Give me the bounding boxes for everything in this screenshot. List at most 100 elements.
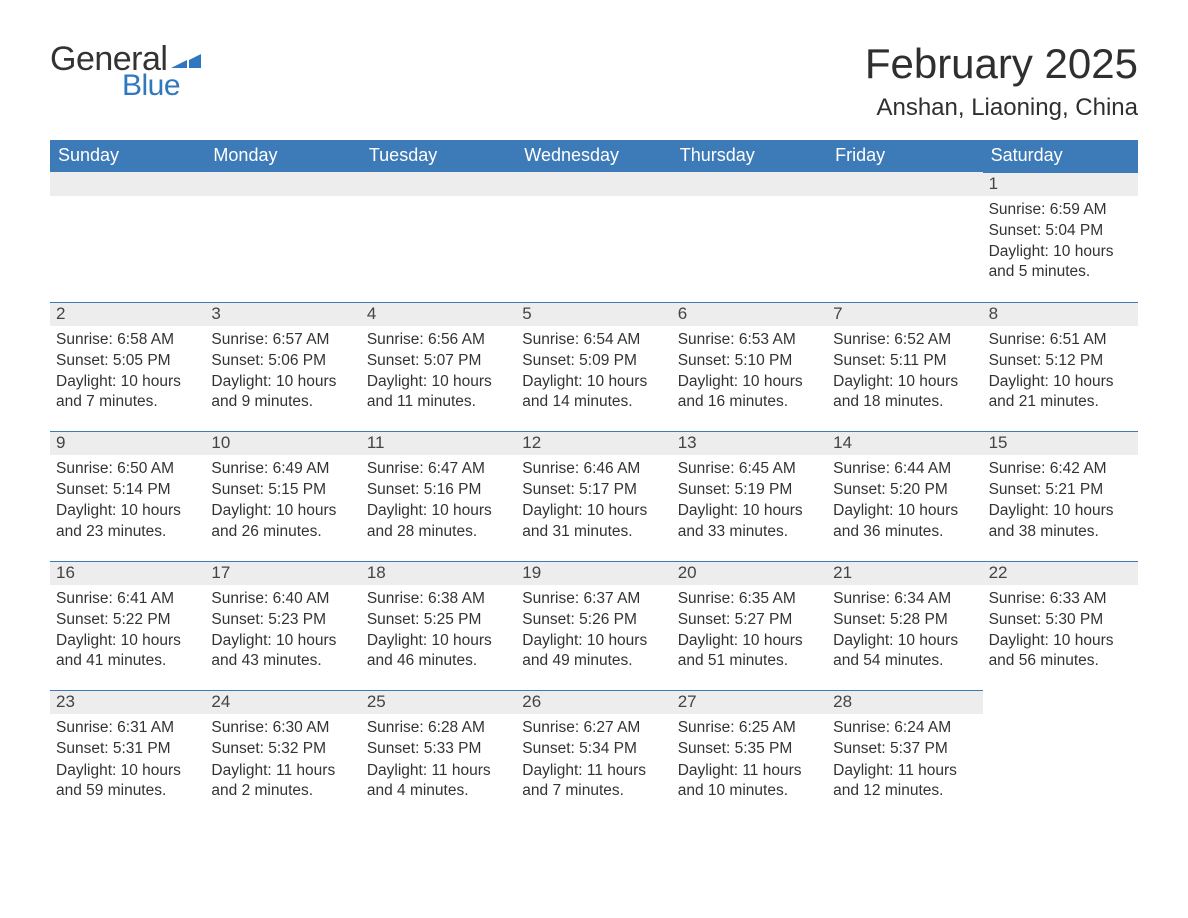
day-details: Sunrise: 6:57 AMSunset: 5:06 PMDaylight:… [205,330,360,413]
week-row: 1 Sunrise: 6:59 AMSunset: 5:04 PMDaylight… [50,172,1138,302]
daylight-text: Daylight: 10 hours and 49 minutes. [522,631,665,671]
sunrise-text: Sunrise: 6:59 AM [989,200,1132,220]
daylight-text: Daylight: 10 hours and 41 minutes. [56,631,199,671]
day-number: 20 [672,561,827,585]
daylight-text: Daylight: 10 hours and 54 minutes. [833,631,976,671]
day-cell: 18Sunrise: 6:38 AMSunset: 5:25 PMDayligh… [361,561,516,691]
day-details: Sunrise: 6:28 AMSunset: 5:33 PMDaylight:… [361,718,516,801]
daylight-text: Daylight: 11 hours and 2 minutes. [211,761,354,801]
day-cell: 11Sunrise: 6:47 AMSunset: 5:16 PMDayligh… [361,431,516,561]
sunrise-text: Sunrise: 6:27 AM [522,718,665,738]
sunrise-text: Sunrise: 6:30 AM [211,718,354,738]
day-cell: 25Sunrise: 6:28 AMSunset: 5:33 PMDayligh… [361,690,516,820]
day-cell: 10 Sunrise: 6:49 AMSunset: 5:15 PMDayligh… [205,431,360,561]
weekday-header: Sunday [50,140,205,172]
day-number: 28 [827,690,982,714]
sunset-text: Sunset: 5:20 PM [833,480,976,500]
sunrise-text: Sunrise: 6:42 AM [989,459,1132,479]
day-cell: 1 Sunrise: 6:59 AMSunset: 5:04 PMDaylight… [983,172,1138,302]
daylight-text: Daylight: 10 hours and 14 minutes. [522,372,665,412]
daylight-text: Daylight: 11 hours and 4 minutes. [367,761,510,801]
day-number: 8 [983,302,1138,326]
day-details: Sunrise: 6:27 AMSunset: 5:34 PMDaylight:… [516,718,671,801]
day-details: Sunrise: 6:35 AMSunset: 5:27 PMDaylight:… [672,589,827,672]
day-cell: 22 Sunrise: 6:33 AMSunset: 5:30 PMDayligh… [983,561,1138,691]
daylight-text: Daylight: 10 hours and 31 minutes. [522,501,665,541]
daylight-text: Daylight: 10 hours and 51 minutes. [678,631,821,671]
day-number: 19 [516,561,671,585]
daylight-text: Daylight: 10 hours and 16 minutes. [678,372,821,412]
weekday-header: Saturday [983,140,1138,172]
day-number: 4 [361,302,516,326]
sunrise-text: Sunrise: 6:31 AM [56,718,199,738]
month-title: February 2025 [865,40,1138,88]
daylight-text: Daylight: 11 hours and 10 minutes. [678,761,821,801]
logo-text-blue: Blue [122,69,180,103]
sunrise-text: Sunrise: 6:53 AM [678,330,821,350]
sunset-text: Sunset: 5:26 PM [522,610,665,630]
day-number: 14 [827,431,982,455]
day-details: Sunrise: 6:51 AMSunset: 5:12 PMDaylight:… [983,330,1138,413]
sunrise-text: Sunrise: 6:38 AM [367,589,510,609]
day-details: Sunrise: 6:59 AMSunset: 5:04 PMDaylight:… [983,200,1138,283]
day-number: 21 [827,561,982,585]
weekday-header: Tuesday [361,140,516,172]
day-details: Sunrise: 6:30 AMSunset: 5:32 PMDaylight:… [205,718,360,801]
day-number [205,172,360,196]
day-cell: 15Sunrise: 6:42 AMSunset: 5:21 PMDayligh… [983,431,1138,561]
day-cell: 6Sunrise: 6:53 AMSunset: 5:10 PMDaylight… [672,302,827,432]
sunset-text: Sunset: 5:35 PM [678,739,821,759]
day-cell: 4 Sunrise: 6:56 AMSunset: 5:07 PMDaylight… [361,302,516,432]
daylight-text: Daylight: 10 hours and 5 minutes. [989,242,1132,282]
sunrise-text: Sunrise: 6:37 AM [522,589,665,609]
weeks-container: 1Sunrise: 6:59 AMSunset: 5:04 PMDaylight… [50,172,1138,820]
daylight-text: Daylight: 10 hours and 7 minutes. [56,372,199,412]
sunset-text: Sunset: 5:10 PM [678,351,821,371]
day-details: Sunrise: 6:42 AMSunset: 5:21 PMDaylight:… [983,459,1138,542]
day-details: Sunrise: 6:33 AMSunset: 5:30 PMDaylight:… [983,589,1138,672]
day-cell [672,172,827,302]
sunrise-text: Sunrise: 6:40 AM [211,589,354,609]
sunset-text: Sunset: 5:07 PM [367,351,510,371]
day-number: 11 [361,431,516,455]
day-number [361,172,516,196]
day-number [672,172,827,196]
sunset-text: Sunset: 5:04 PM [989,221,1132,241]
daylight-text: Daylight: 10 hours and 59 minutes. [56,761,199,801]
daylight-text: Daylight: 10 hours and 26 minutes. [211,501,354,541]
day-cell: 13Sunrise: 6:45 AMSunset: 5:19 PMDayligh… [672,431,827,561]
day-details: Sunrise: 6:53 AMSunset: 5:10 PMDaylight:… [672,330,827,413]
daylight-text: Daylight: 10 hours and 38 minutes. [989,501,1132,541]
sunrise-text: Sunrise: 6:34 AM [833,589,976,609]
day-details: Sunrise: 6:49 AMSunset: 5:15 PMDaylight:… [205,459,360,542]
day-details: Sunrise: 6:56 AMSunset: 5:07 PMDaylight:… [361,330,516,413]
daylight-text: Daylight: 11 hours and 7 minutes. [522,761,665,801]
week-row: 16Sunrise: 6:41 AMSunset: 5:22 PMDayligh… [50,561,1138,691]
weekday-header: Thursday [672,140,827,172]
day-number: 10 [205,431,360,455]
day-cell [827,172,982,302]
day-cell: 21Sunrise: 6:34 AMSunset: 5:28 PMDayligh… [827,561,982,691]
week-row: 2Sunrise: 6:58 AMSunset: 5:05 PMDaylight… [50,302,1138,432]
sunset-text: Sunset: 5:19 PM [678,480,821,500]
day-number: 18 [361,561,516,585]
day-cell [205,172,360,302]
day-number [50,172,205,196]
day-number: 1 [983,172,1138,196]
day-number [827,172,982,196]
day-cell: 28 Sunrise: 6:24 AMSunset: 5:37 PMDayligh… [827,690,982,820]
sunset-text: Sunset: 5:23 PM [211,610,354,630]
sunrise-text: Sunrise: 6:51 AM [989,330,1132,350]
sunrise-text: Sunrise: 6:45 AM [678,459,821,479]
day-number: 12 [516,431,671,455]
location-text: Anshan, Liaoning, China [865,94,1138,122]
day-cell: 9Sunrise: 6:50 AMSunset: 5:14 PMDaylight… [50,431,205,561]
sunrise-text: Sunrise: 6:25 AM [678,718,821,738]
daylight-text: Daylight: 10 hours and 33 minutes. [678,501,821,541]
day-details: Sunrise: 6:24 AMSunset: 5:37 PMDaylight:… [827,718,982,801]
day-details: Sunrise: 6:46 AMSunset: 5:17 PMDaylight:… [516,459,671,542]
day-number: 27 [672,690,827,714]
sunrise-text: Sunrise: 6:44 AM [833,459,976,479]
day-number: 22 [983,561,1138,585]
day-cell [983,690,1138,820]
